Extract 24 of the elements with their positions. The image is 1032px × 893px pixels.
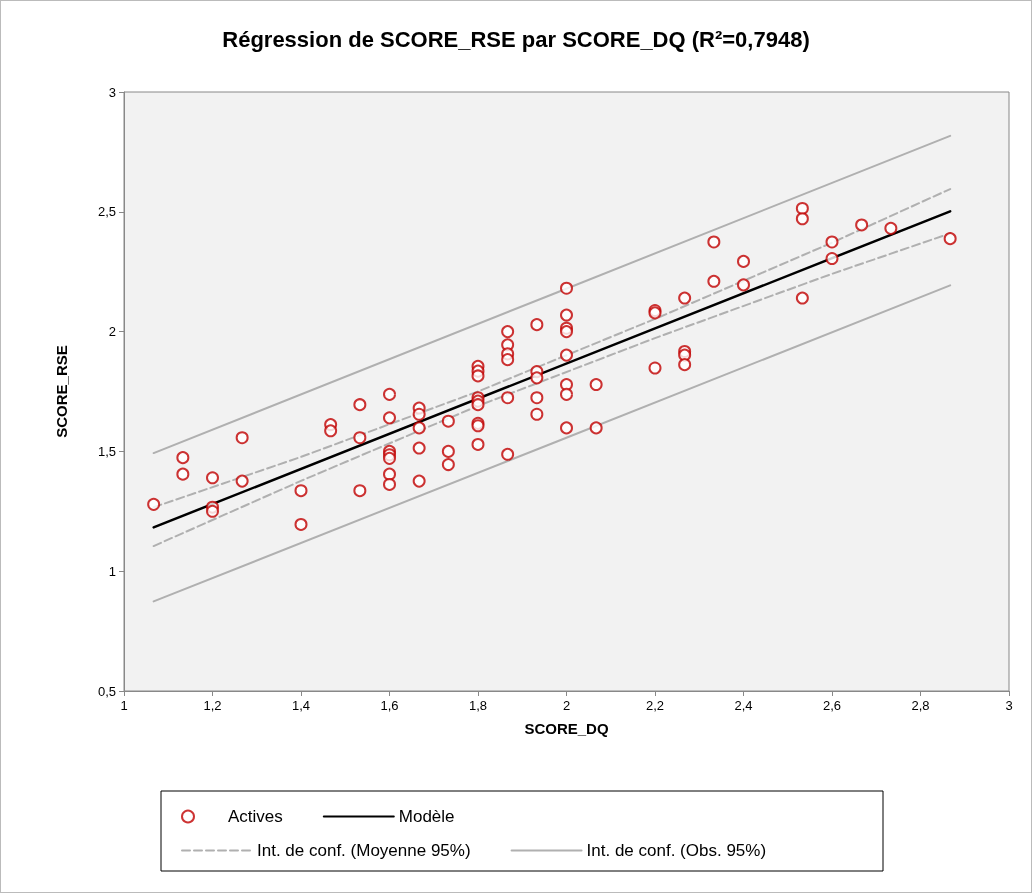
x-tick-label: 3	[1005, 698, 1013, 713]
x-tick-label: 2,8	[911, 698, 930, 713]
y-tick-label: 2	[108, 324, 116, 340]
x-tick-label: 2,6	[822, 698, 842, 713]
x-tick-label: 1,8	[468, 698, 488, 713]
x-tick-label: 1,4	[291, 698, 311, 713]
legend-label: Actives	[228, 807, 283, 826]
y-tick-label: 2,5	[97, 204, 116, 220]
y-tick-label: 3	[108, 84, 116, 100]
x-axis-title: SCORE_DQ	[524, 720, 609, 737]
legend-label: Modèle	[398, 807, 455, 826]
legend-label: Int. de conf. (Obs. 95%)	[586, 841, 767, 860]
x-tick-label: 1	[120, 698, 128, 713]
x-tick-label: 2,4	[734, 698, 753, 713]
y-tick-label: 1,5	[97, 443, 116, 459]
x-tick-label: 2,2	[645, 698, 665, 713]
y-tick-label: 1	[108, 563, 116, 579]
legend-label: Int. de conf. (Moyenne 95%)	[257, 841, 471, 860]
x-tick-label: 2	[562, 698, 571, 713]
y-tick-label: 0,5	[97, 683, 116, 699]
y-axis-title: SCORE_RSE	[53, 345, 70, 438]
x-tick-label: 1,6	[380, 698, 399, 713]
x-tick-label: 1,2	[203, 698, 222, 713]
chart-title: Régression de SCORE_RSE par SCORE_DQ (R²=0,7948)	[222, 26, 810, 52]
